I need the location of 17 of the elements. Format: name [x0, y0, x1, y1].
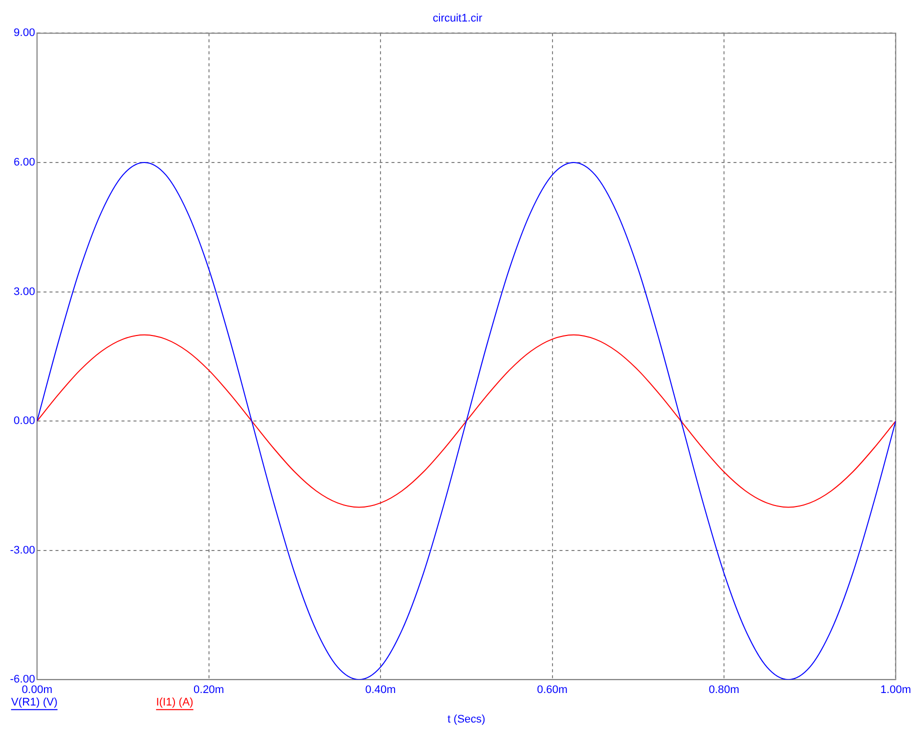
x-tick-label: 0.60m	[536, 684, 568, 696]
y-tick-label: 9.00	[14, 27, 36, 40]
y-tick-label: 3.00	[14, 286, 36, 298]
y-tick-label: 6.00	[14, 156, 36, 169]
y-tick-label: 0.00	[14, 415, 36, 428]
x-tick-label: 0.00m	[22, 684, 52, 696]
y-tick-label: -3.00	[10, 544, 36, 556]
x-tick-label: 1.00m	[880, 684, 912, 696]
chart-title: circuit1.cir	[432, 12, 483, 25]
x-axis-title: t (Secs)	[447, 713, 486, 726]
text: I(I1) (A)	[156, 696, 194, 709]
x-tick-label: 0.20m	[194, 684, 224, 696]
x-tick-label: 0.40m	[365, 684, 396, 696]
line-series	[37, 334, 896, 508]
text: V(R1) (V)	[11, 696, 58, 709]
x-tick-label: 0.80m	[708, 684, 740, 696]
y-tick-label: -6.00	[10, 674, 36, 686]
